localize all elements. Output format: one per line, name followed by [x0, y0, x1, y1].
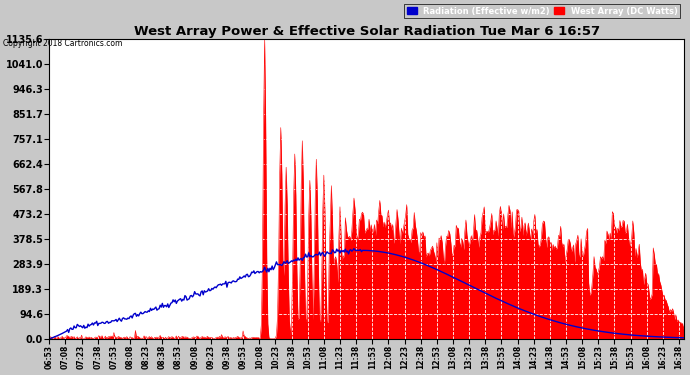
Legend: Radiation (Effective w/m2), West Array (DC Watts): Radiation (Effective w/m2), West Array (… [404, 4, 680, 18]
Title: West Array Power & Effective Solar Radiation Tue Mar 6 16:57: West Array Power & Effective Solar Radia… [134, 25, 600, 38]
Text: Copyright 2018 Cartronics.com: Copyright 2018 Cartronics.com [3, 39, 123, 48]
